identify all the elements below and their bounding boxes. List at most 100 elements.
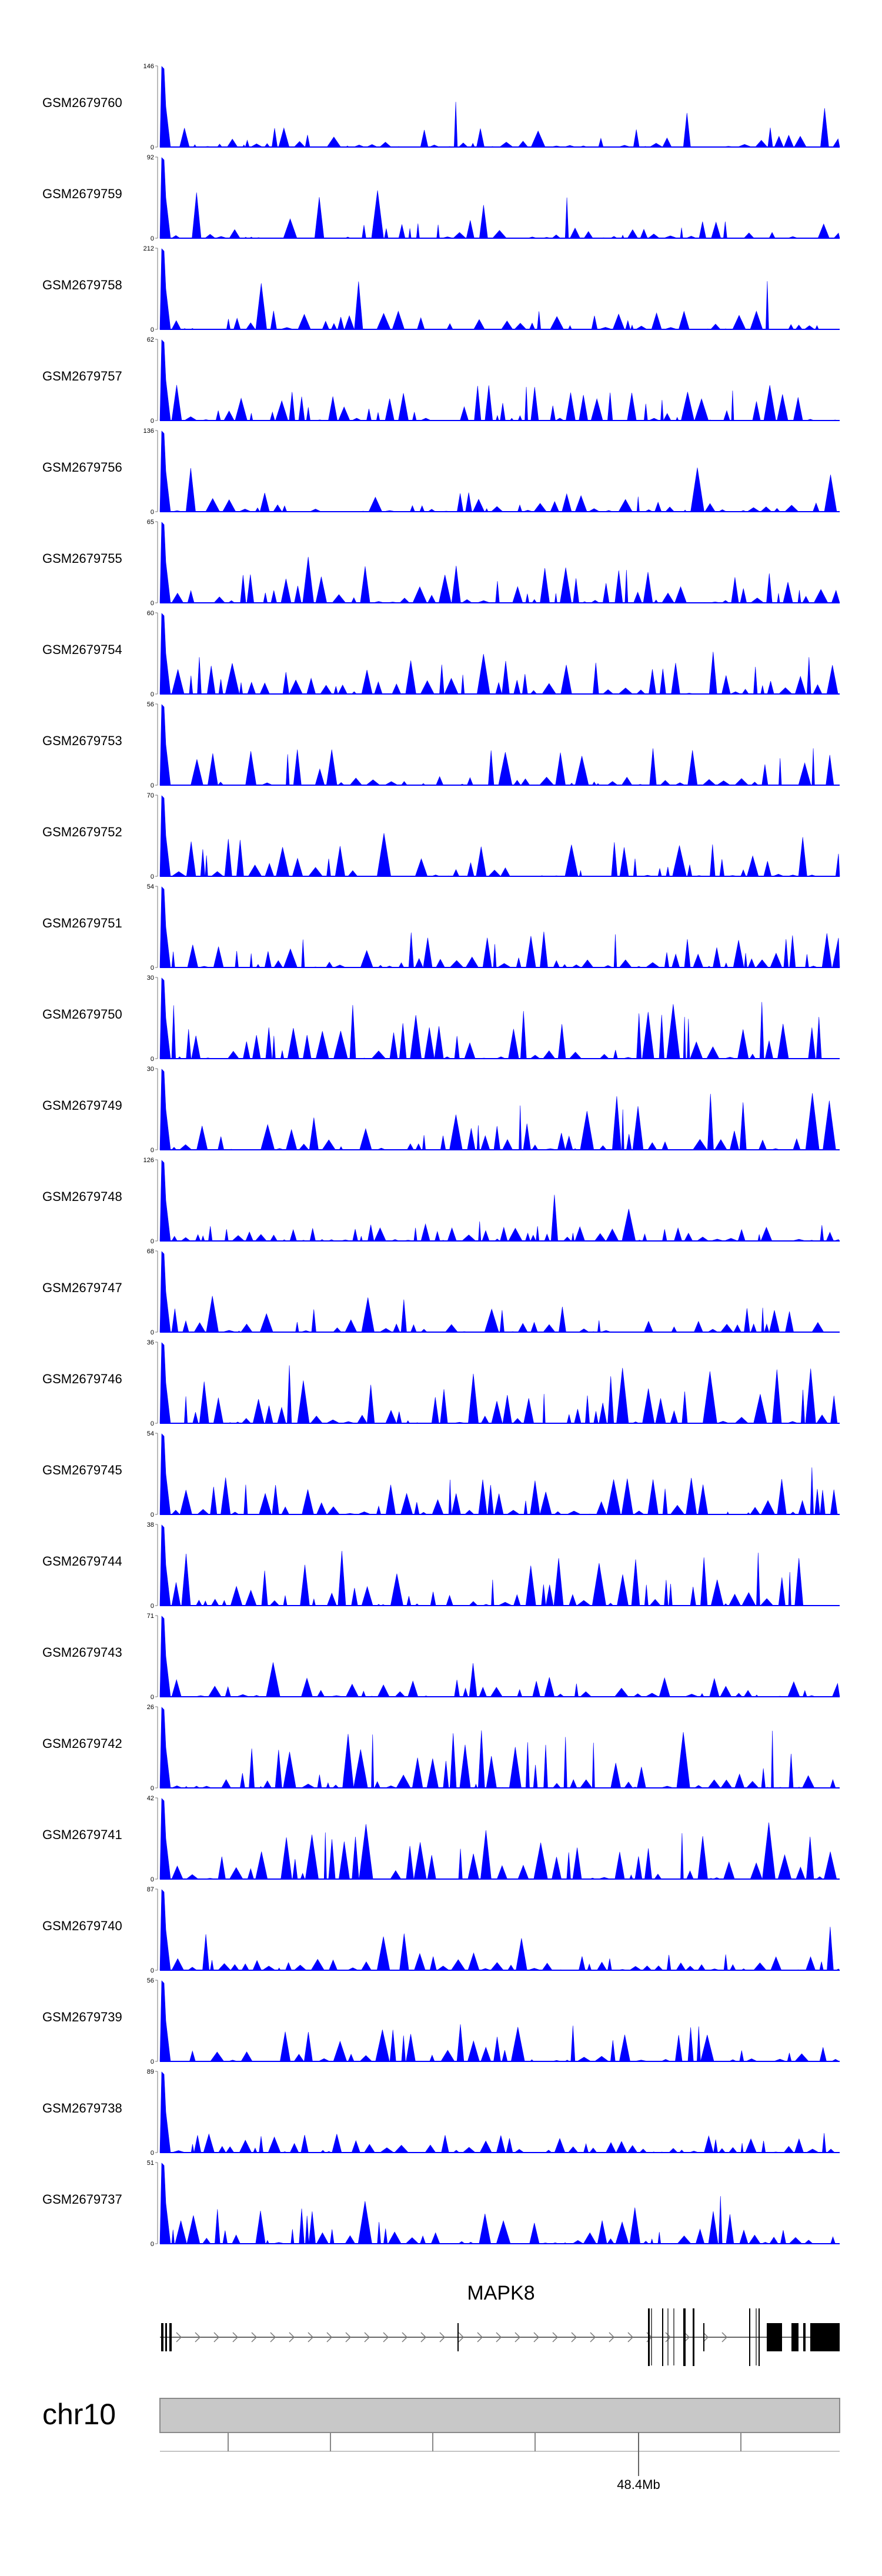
track-label: GSM2679746 [42,1372,122,1386]
track-label: GSM2679743 [42,1645,122,1660]
exon [779,2323,782,2351]
exon [767,2323,779,2351]
strand-chevron [195,2332,201,2343]
y-max-label: 56 [147,1977,154,1984]
track-GSM2679757: GSM2679757 62 0 [42,336,840,425]
track-GSM2679743: GSM2679743 71 0 [42,1613,840,1701]
y-max-label: 87 [147,1886,154,1893]
coverage-area [159,977,840,1059]
track-label: GSM2679759 [42,186,122,201]
track-label: GSM2679745 [42,1463,122,1477]
track-label: GSM2679750 [42,1007,122,1022]
track-label: GSM2679760 [42,95,122,110]
y-max-label: 136 [143,428,154,435]
track-label: GSM2679747 [42,1280,122,1295]
y-max-label: 54 [147,1430,154,1437]
y-min-label: 0 [151,1511,154,1519]
coverage-area [159,1616,840,1697]
exon [703,2323,704,2351]
track-GSM2679749: GSM2679749 30 0 [42,1066,840,1154]
y-min-label: 0 [151,509,154,516]
y-max-label: 54 [147,883,154,890]
track-label: GSM2679737 [42,2192,122,2207]
y-min-label: 0 [151,873,154,880]
y-min-label: 0 [151,1967,154,1974]
y-max-label: 146 [143,63,154,70]
exon [810,2323,840,2351]
exon [662,2308,663,2366]
coverage-area [159,1980,840,2062]
coverage-area [159,66,840,148]
y-max-label: 36 [147,1339,154,1346]
exon [759,2308,760,2366]
track-GSM2679759: GSM2679759 92 0 [42,154,840,242]
y-min-label: 0 [151,1238,154,1245]
track-label: GSM2679744 [42,1554,122,1569]
strand-chevron [270,2332,276,2343]
y-min-label: 0 [151,1056,154,1063]
y-min-label: 0 [151,2241,154,2248]
strand-chevron [721,2332,728,2343]
exon [165,2323,167,2351]
track-label: GSM2679758 [42,278,122,292]
track-GSM2679755: GSM2679755 65 0 [42,519,840,607]
track-GSM2679744: GSM2679744 38 0 [42,1521,840,1610]
y-min-label: 0 [151,1694,154,1701]
coverage-area [159,1889,840,1971]
coverage-area [159,1524,840,1606]
chromosome-label: chr10 [42,2398,116,2431]
y-max-label: 38 [147,1521,154,1529]
track-label: GSM2679739 [42,2010,122,2024]
y-min-label: 0 [151,144,154,151]
y-min-label: 0 [151,600,154,607]
y-min-label: 0 [151,782,154,789]
strand-chevron [345,2332,352,2343]
y-min-label: 0 [151,1147,154,1154]
track-GSM2679740: GSM2679740 87 0 [42,1886,840,1974]
y-min-label: 0 [151,326,154,333]
strand-chevron [326,2332,333,2343]
strand-chevron [439,2332,446,2343]
exon [457,2323,459,2351]
genome-axis-ticks [228,2432,741,2451]
exons [161,2308,840,2366]
y-min-label: 0 [151,965,154,972]
y-min-label: 0 [151,1876,154,1883]
exon [791,2323,799,2351]
coverage-area [159,1342,840,1424]
coverage-area [159,1707,840,1788]
track-GSM2679754: GSM2679754 60 0 [42,610,840,698]
exon [648,2308,650,2366]
track-label: GSM2679753 [42,733,122,748]
y-max-label: 62 [147,336,154,343]
track-GSM2679753: GSM2679753 56 0 [42,701,840,789]
track-GSM2679747: GSM2679747 68 0 [42,1248,840,1336]
coverage-area [159,1069,840,1150]
strand-chevron [703,2332,709,2343]
coverage-area [159,522,840,603]
coverage-tracks: GSM2679760 146 0 GSM2679759 92 0 GSM2679758 212… [42,63,840,2248]
track-label: GSM2679740 [42,1918,122,1933]
track-label: GSM2679741 [42,1827,122,1842]
track-GSM2679741: GSM2679741 42 0 [42,1795,840,1883]
track-label: GSM2679742 [42,1736,122,1751]
strand-chevron [552,2332,559,2343]
y-max-label: 65 [147,519,154,526]
y-max-label: 71 [147,1613,154,1620]
coverage-area [159,613,840,695]
strand-chevron [590,2332,596,2343]
strand-chevron [627,2332,634,2343]
coverage-area [159,2071,840,2153]
track-label: GSM2679756 [42,460,122,475]
coverage-area [159,1798,840,1880]
track-GSM2679746: GSM2679746 36 0 [42,1339,840,1427]
y-max-label: 126 [143,1157,154,1164]
strand-chevron [251,2332,258,2343]
track-label: GSM2679757 [42,369,122,383]
track-GSM2679756: GSM2679756 136 0 [42,428,840,516]
track-label: GSM2679751 [42,916,122,930]
track-GSM2679760: GSM2679760 146 0 [42,63,840,151]
strand-chevron [458,2332,465,2343]
coverage-area [159,157,840,239]
y-min-label: 0 [151,2058,154,2066]
